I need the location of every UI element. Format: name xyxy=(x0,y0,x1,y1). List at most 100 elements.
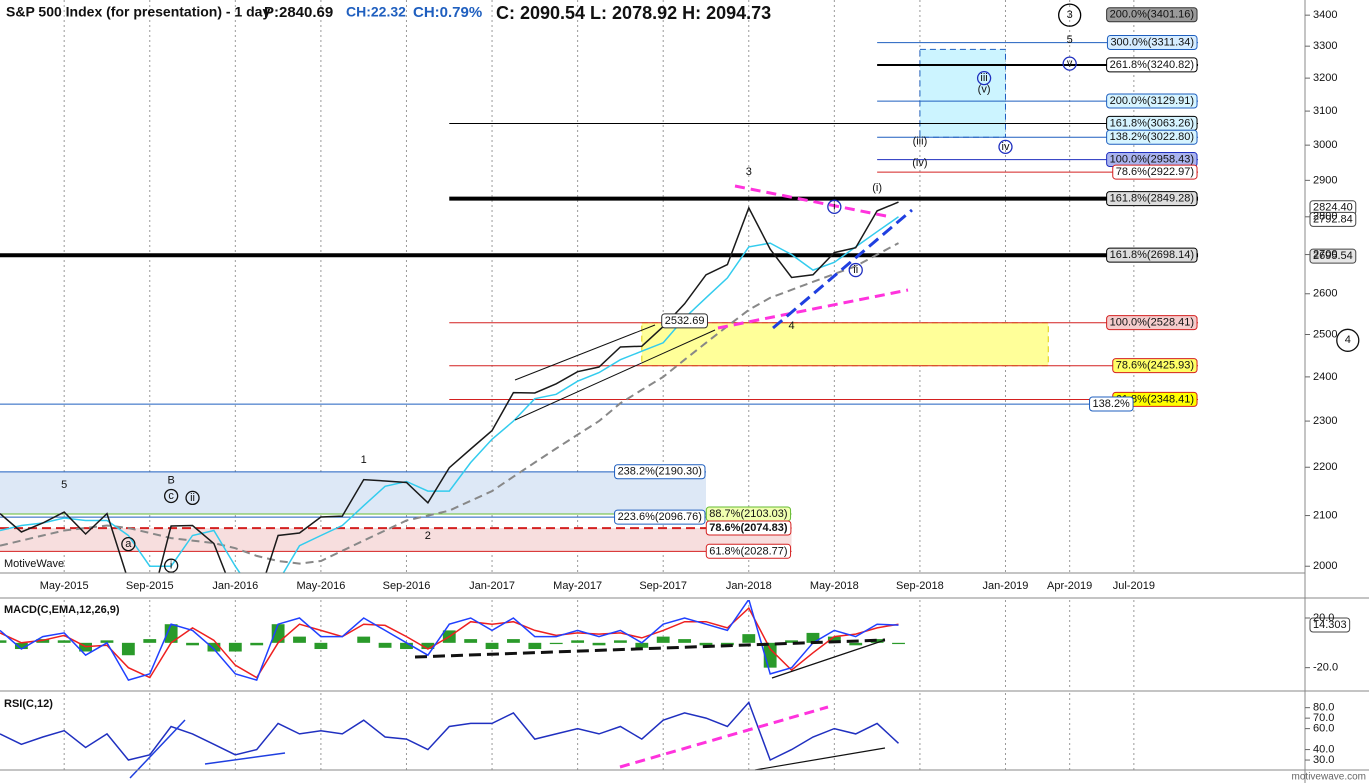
histogram-bar xyxy=(742,634,756,643)
trendline xyxy=(129,719,186,779)
wave-circle xyxy=(1062,56,1077,71)
trendline xyxy=(717,288,909,330)
y-tick-label: 2100 xyxy=(1313,509,1337,521)
trendline xyxy=(771,639,886,679)
x-tick-label: Sep-2018 xyxy=(896,580,944,592)
histogram-bar xyxy=(763,642,777,668)
label-box xyxy=(705,520,792,536)
channel-line xyxy=(514,324,656,381)
quote-ohlc: C: 2090.54 L: 2078.92 H: 2094.73 xyxy=(496,3,771,23)
level-label: 61.8%(2348.41) xyxy=(1116,393,1194,405)
y-tick-label: 80.0 xyxy=(1313,702,1334,714)
level-label: 138.2% xyxy=(1093,398,1131,410)
y-tick-label: 2000 xyxy=(1313,560,1337,572)
wave-label: 5 xyxy=(1067,34,1073,46)
wave-circle xyxy=(1336,328,1360,352)
wave-circle xyxy=(163,488,179,504)
label-box xyxy=(1106,93,1198,109)
zone-layer xyxy=(0,48,1049,552)
label-box xyxy=(614,464,706,480)
histogram-bar xyxy=(678,639,692,643)
label-box xyxy=(1309,617,1351,633)
series-line xyxy=(0,216,899,573)
histogram-bar xyxy=(870,639,884,643)
wave-circle xyxy=(848,262,863,278)
wave-circle xyxy=(827,199,842,214)
wave-label: B xyxy=(167,474,174,486)
level-label: 78.6%(2074.83) xyxy=(709,522,788,534)
label-box xyxy=(1106,35,1198,51)
zone xyxy=(919,48,1006,138)
wave-label: 3 xyxy=(746,166,752,178)
histogram-bar xyxy=(57,640,71,643)
histogram-bar xyxy=(656,636,670,643)
trendline xyxy=(619,705,829,769)
wave-label: 1 xyxy=(361,454,367,466)
histogram-bar xyxy=(720,642,734,646)
x-tick-label: Apr-2019 xyxy=(1047,580,1092,592)
zone xyxy=(0,471,706,515)
wave-label: 2 xyxy=(425,530,431,542)
last-value-label: 2824.40 xyxy=(1313,202,1353,214)
label-box xyxy=(1106,315,1198,331)
label-box xyxy=(1309,211,1357,227)
histogram-bar xyxy=(528,642,542,650)
x-tick-label: Sep-2017 xyxy=(639,580,687,592)
series-line xyxy=(0,201,899,573)
y-tick-label: 20.0 xyxy=(1313,612,1334,624)
histogram-bar xyxy=(378,642,392,648)
level-label: 161.8%(2849.28) xyxy=(1110,193,1194,205)
x-tick-label: Jul-2019 xyxy=(1113,580,1155,592)
level-label: 300.0%(3311.34) xyxy=(1110,37,1194,49)
level-label: 138.2%(3022.80) xyxy=(1110,131,1194,143)
wave-label: iii xyxy=(980,72,987,84)
histogram-bar xyxy=(507,639,520,643)
histogram-bar xyxy=(100,640,114,643)
level-label: 78.6%(2922.97) xyxy=(1116,166,1194,178)
zone xyxy=(641,322,1049,367)
y-tick-label: 3200 xyxy=(1313,72,1337,84)
label-box xyxy=(661,313,708,329)
histogram-bar xyxy=(143,639,157,643)
histogram-bar xyxy=(207,642,221,652)
level-label: 161.8%(3063.26) xyxy=(1110,117,1194,129)
wave-circle xyxy=(185,490,200,506)
histogram-bar xyxy=(293,636,306,643)
y-tick-label: 2700 xyxy=(1313,248,1337,260)
level-label: 261.8%(3240.82) xyxy=(1110,59,1194,71)
wave-label: i xyxy=(170,560,172,572)
wave-label: (iii) xyxy=(913,136,928,148)
histogram-bar xyxy=(164,624,178,643)
histogram-bar xyxy=(549,642,563,645)
last-value-label: 14.303 xyxy=(1313,619,1347,631)
series-line xyxy=(0,606,899,679)
y-tick-label: 2400 xyxy=(1313,371,1337,383)
level-label: 78.6%(2425.93) xyxy=(1116,360,1194,372)
channel-line xyxy=(514,329,716,421)
x-tick-label: May-2017 xyxy=(553,580,602,592)
y-tick-label: 3300 xyxy=(1313,40,1337,52)
series-line xyxy=(0,700,900,762)
panel-title: RSI(C,12) xyxy=(4,698,53,710)
level-label: 223.6%(2096.76) xyxy=(618,511,702,523)
histogram-bar xyxy=(571,640,585,643)
label-box xyxy=(1112,358,1198,374)
histogram-bar xyxy=(592,642,606,646)
label-box xyxy=(705,543,792,559)
wave-label: c xyxy=(168,490,174,502)
histogram-bar xyxy=(250,642,264,646)
series-line xyxy=(0,600,899,682)
histogram-bar xyxy=(314,642,328,650)
y-tick-label: 2900 xyxy=(1313,174,1337,186)
wave-label: 4 xyxy=(1345,334,1351,346)
label-box xyxy=(1106,247,1198,263)
zone xyxy=(0,528,792,552)
wave-label: 4 xyxy=(788,320,794,332)
trendline xyxy=(772,208,913,330)
wave-circle xyxy=(121,536,136,552)
y-tick-label: 2500 xyxy=(1313,328,1337,340)
wave-circle xyxy=(976,70,992,86)
footer: motivewave.com xyxy=(1292,772,1366,783)
y-tick-label: 3400 xyxy=(1313,9,1337,21)
panel-title: MACD(C,EMA,12,26,9) xyxy=(4,604,120,616)
